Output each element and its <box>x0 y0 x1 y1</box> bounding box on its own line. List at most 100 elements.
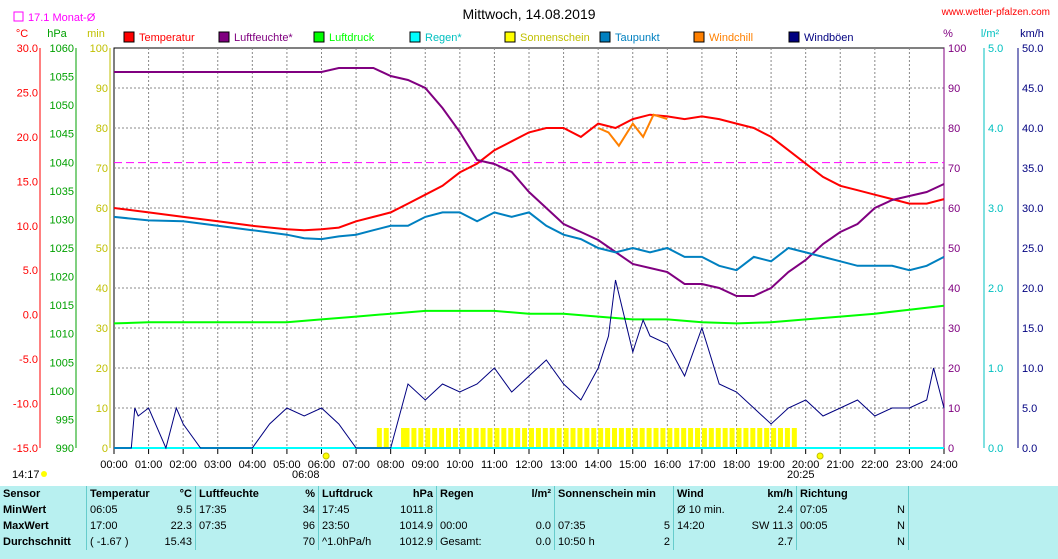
pressure-tick-label: 1010 <box>50 329 74 341</box>
minutes-tick-label: 30 <box>96 323 108 335</box>
temp-tick-label: 0.0 <box>23 310 38 322</box>
minutes-tick-label: 0 <box>102 443 108 455</box>
minutes-tick-label: 100 <box>90 43 108 55</box>
wind-tick-label: 45.0 <box>1022 83 1043 95</box>
pressure-tick-label: 995 <box>56 414 74 426</box>
sunshine-bar <box>639 428 645 448</box>
time-tick-label: 05:00 <box>273 459 301 471</box>
header-humidity: Luftfeuchte <box>195 486 282 502</box>
sun-marker <box>322 452 330 460</box>
time-tick-label: 16:00 <box>654 459 682 471</box>
sunshine-bar <box>563 428 569 448</box>
humidity-tick-label: 30 <box>948 323 960 335</box>
stats-filler <box>908 486 1055 502</box>
sun-marker <box>816 452 824 460</box>
sunshine-bar <box>411 428 417 448</box>
legend-swatch <box>123 31 135 43</box>
sunshine-bar <box>404 428 410 448</box>
time-tick-label: 01:00 <box>135 459 163 471</box>
cell: 22.3 <box>170 520 192 532</box>
sunshine-bar <box>674 428 680 448</box>
cell: SW 11.3 <box>751 520 793 532</box>
sunshine-bar <box>376 428 382 448</box>
temp-tick-label: -5.0 <box>19 354 38 366</box>
cell: 10:50 h <box>553 534 647 550</box>
cell: Ø 10 min. <box>673 502 735 518</box>
legend-label: Temperatur <box>139 32 195 44</box>
rain-unit: l/m² <box>981 28 1000 40</box>
header-sensor: Sensor <box>3 488 41 500</box>
site-link[interactable]: www.wetter-pfalzen.com <box>941 7 1050 18</box>
sunshine-bar <box>660 428 666 448</box>
series-line-luftfeuchte <box>114 67 945 297</box>
sunshine-bar <box>425 428 431 448</box>
sunshine-bar <box>577 428 583 448</box>
minutes-unit: min <box>87 28 105 40</box>
sunshine-bar <box>681 428 687 448</box>
sunshine-bar <box>743 428 749 448</box>
legend: Temperatur Luftfeuchte* Luftdruck Regen* Son… <box>123 31 854 44</box>
stats-panel: Sensor Temperatur °C Luftfeuchte % Luftd… <box>0 486 1058 559</box>
legend-label: Windchill <box>709 32 753 44</box>
cell: 00:05 <box>796 518 876 534</box>
cell <box>503 502 555 518</box>
pressure-tick-label: 1005 <box>50 357 74 369</box>
series-line-windchill <box>597 113 668 148</box>
time-tick-label: 08:00 <box>377 459 405 471</box>
monthly-avg-label: 17.1 Monat-Ø <box>28 12 96 24</box>
wind-tick-label: 10.0 <box>1022 363 1043 375</box>
series-line-taupunkt <box>113 211 945 272</box>
wind-tick-label: 25.0 <box>1022 243 1043 255</box>
sunshine-bar <box>591 428 597 448</box>
cell: 9.5 <box>176 504 192 516</box>
cell: 17:45 <box>318 502 385 518</box>
sunshine-bar <box>757 428 763 448</box>
minutes-tick-label: 80 <box>96 123 108 135</box>
legend-label: Windböen <box>804 32 854 44</box>
humidity-tick-label: 50 <box>948 243 960 255</box>
time-tick-label: 06:00 <box>308 459 336 471</box>
row-label: MaxWert <box>3 520 49 532</box>
sunshine-bars <box>376 428 797 448</box>
temp-tick-label: 15.0 <box>17 176 38 188</box>
rain-tick-label: 2.0 <box>988 283 1003 295</box>
sunshine-bar <box>632 428 638 448</box>
pressure-tick-label: 1050 <box>50 100 74 112</box>
chart-title: Mittwoch, 14.08.2019 <box>462 6 595 22</box>
sunshine-bar <box>612 428 617 448</box>
stats-row-max: MaxWert 17:00 22.3 07:35 96 23:50 1014.9… <box>0 518 1055 534</box>
humidity-unit: % <box>943 28 953 40</box>
sunshine-bar <box>722 428 728 448</box>
humidity-tick-label: 100 <box>948 43 966 55</box>
header-rain-unit: l/m² <box>531 488 551 500</box>
sunshine-bar <box>646 428 652 448</box>
header-rain: Regen <box>436 486 503 502</box>
header-temp-unit: °C <box>179 488 192 500</box>
sunshine-bar <box>605 428 611 448</box>
sunshine-bar <box>515 428 521 448</box>
time-tick-label: 10:00 <box>446 459 474 471</box>
cell: N <box>897 536 905 548</box>
row-label: MinWert <box>3 504 47 516</box>
time-tick-label: 09:00 <box>411 459 439 471</box>
rain-tick-label: 3.0 <box>988 203 1003 215</box>
sunshine-bar <box>778 428 783 448</box>
cell: Gesamt: <box>436 534 503 550</box>
cell <box>195 534 282 550</box>
minutes-tick-label: 50 <box>96 243 108 255</box>
time-tick-label: 20:00 <box>792 459 820 471</box>
temp-tick-label: 10.0 <box>17 221 38 233</box>
stats-row-avg: Durchschnitt ( -1.67 ) 15.43 70 ^1.0hPa/… <box>0 534 1055 550</box>
pressure-unit: hPa <box>47 28 67 40</box>
series-line-luftdruck <box>113 304 945 325</box>
sunshine-bar <box>535 428 541 448</box>
sunshine-bar <box>418 428 424 448</box>
cell: 00:00 <box>436 518 503 534</box>
header-direction: Richtung <box>796 486 909 502</box>
cell <box>673 534 735 550</box>
cell: 14:20 <box>673 518 735 534</box>
sunset-label: 20:25 <box>787 469 815 481</box>
time-tick-label: 18:00 <box>723 459 751 471</box>
sunshine-bar <box>452 428 458 448</box>
cell: 17:00 <box>86 518 153 534</box>
